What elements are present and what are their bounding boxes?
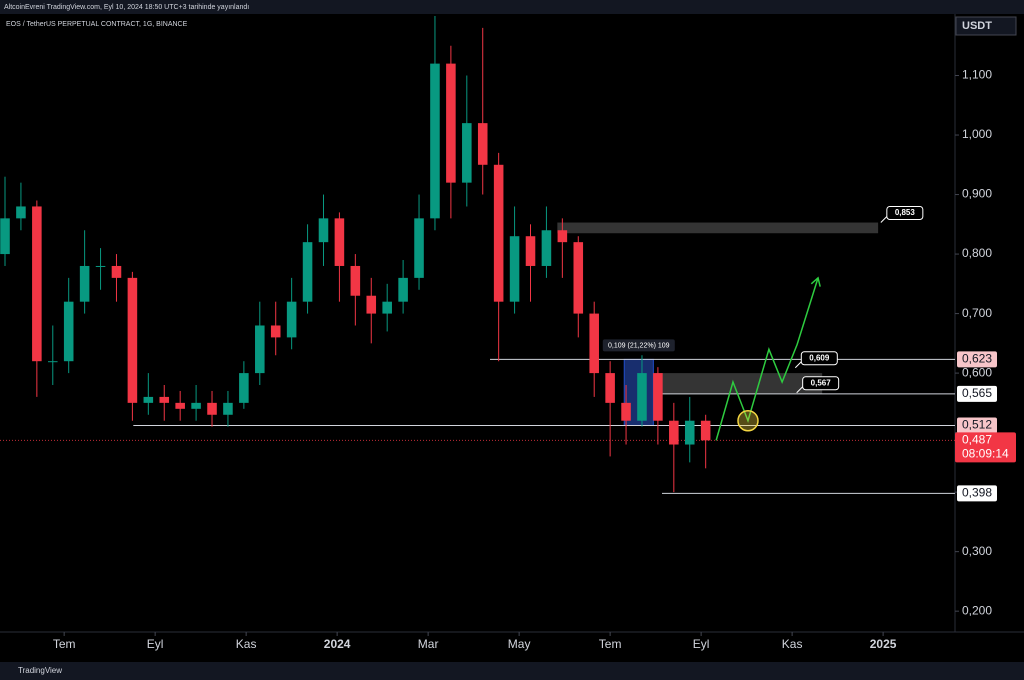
callout-label: 0,567	[811, 378, 832, 387]
candle-body	[270, 325, 281, 338]
level-tag	[957, 351, 997, 368]
symbol-title: EOS / TetherUS PERPETUAL CONTRACT, 1G, B…	[6, 21, 188, 28]
zone	[557, 222, 879, 234]
y-tick-label: 1,000	[962, 127, 992, 141]
candle-body	[700, 420, 711, 441]
callout-box	[800, 351, 838, 366]
callout-label: 0,609	[809, 353, 830, 362]
x-tick-label: Kas	[236, 637, 257, 651]
top-bar	[0, 0, 1024, 14]
y-tick-label: 1,100	[962, 68, 992, 82]
candle-body	[573, 242, 584, 314]
candle-body	[0, 218, 10, 255]
candle-body	[382, 301, 392, 314]
candle-body	[111, 265, 122, 278]
candle-body	[79, 265, 90, 302]
candle-body	[446, 63, 456, 183]
currency: USDT	[962, 20, 992, 32]
candle-body	[143, 396, 154, 403]
candle-body	[16, 206, 26, 219]
x-tick-label: May	[508, 637, 531, 651]
level-label: 0,565	[962, 386, 992, 400]
candle-body	[621, 402, 631, 421]
level-label: 0,512	[962, 418, 992, 432]
x-tick-label: 2025	[870, 637, 897, 651]
candle-body	[302, 242, 313, 302]
candle-body	[462, 123, 472, 183]
candle-body	[255, 325, 265, 374]
candle-body	[605, 373, 615, 403]
x-tick-label: 2024	[324, 637, 351, 651]
candle-body	[239, 373, 249, 403]
last-price-label: 0,487	[962, 433, 992, 447]
y-tick-label: 0,200	[962, 603, 992, 617]
candle-body	[541, 230, 552, 266]
callout-label: 0,853	[895, 208, 916, 217]
level-tag	[957, 485, 997, 502]
candle-body	[191, 402, 201, 409]
x-tick-label: Mar	[418, 637, 439, 651]
y-tick-label: 0,700	[962, 306, 992, 320]
candle-body	[286, 301, 297, 338]
candle-body	[525, 236, 536, 266]
candle-body	[398, 277, 408, 302]
y-tick-label: 0,900	[962, 187, 992, 201]
candle-body	[207, 402, 217, 415]
candle-body	[223, 402, 233, 415]
candle-body	[430, 63, 440, 219]
y-tick-label: 0,600	[962, 365, 992, 379]
footer-brand: TradingView	[18, 666, 62, 675]
candle-body	[637, 373, 647, 421]
candle-body	[334, 218, 345, 266]
projection-path	[715, 277, 819, 441]
candle-body	[95, 265, 106, 267]
candle-body	[477, 123, 488, 165]
candle-body	[127, 277, 138, 403]
candle-body	[318, 218, 329, 243]
measure-label: 0,109 (21,22%) 109	[608, 342, 670, 349]
callout-box	[802, 376, 840, 391]
candle-body	[32, 206, 42, 362]
y-tick-label: 0,800	[962, 246, 992, 260]
candle-body	[63, 301, 74, 362]
candle-body	[366, 295, 377, 314]
x-tick-label: Kas	[782, 637, 803, 651]
candle-body	[509, 236, 520, 302]
measure-label-bg	[602, 339, 675, 352]
published-note: AltcoinEvreni TradingView.com, Eyl 10, 2…	[4, 4, 249, 11]
x-tick-label: Tem	[53, 637, 76, 651]
candle-body	[48, 361, 58, 363]
callout-box	[886, 206, 924, 221]
candle-body	[653, 373, 663, 421]
currency-box	[955, 16, 1017, 36]
y-tick-label: 0,300	[962, 544, 992, 558]
candle-body	[175, 402, 185, 409]
last-price-tag	[955, 432, 1016, 463]
candle-body	[684, 420, 695, 445]
bottom-bar	[0, 662, 1024, 680]
candle-body	[414, 218, 424, 278]
countdown: 08:09:14	[962, 447, 1009, 461]
zone	[655, 373, 823, 394]
candle-body	[669, 420, 679, 445]
level-label: 0,398	[962, 485, 992, 499]
candle-body	[350, 265, 361, 296]
candle-body	[557, 230, 568, 243]
level-tag	[957, 417, 997, 434]
level-label: 0,623	[962, 352, 992, 366]
x-tick-label: Tem	[599, 637, 622, 651]
level-tag	[957, 385, 997, 402]
candle-body	[159, 396, 170, 403]
x-tick-label: Eyl	[693, 637, 710, 651]
candle-body	[493, 164, 504, 302]
candle-body	[589, 313, 599, 374]
entry-marker	[737, 409, 759, 432]
x-tick-label: Eyl	[147, 637, 164, 651]
projection-arrowhead	[810, 276, 821, 287]
